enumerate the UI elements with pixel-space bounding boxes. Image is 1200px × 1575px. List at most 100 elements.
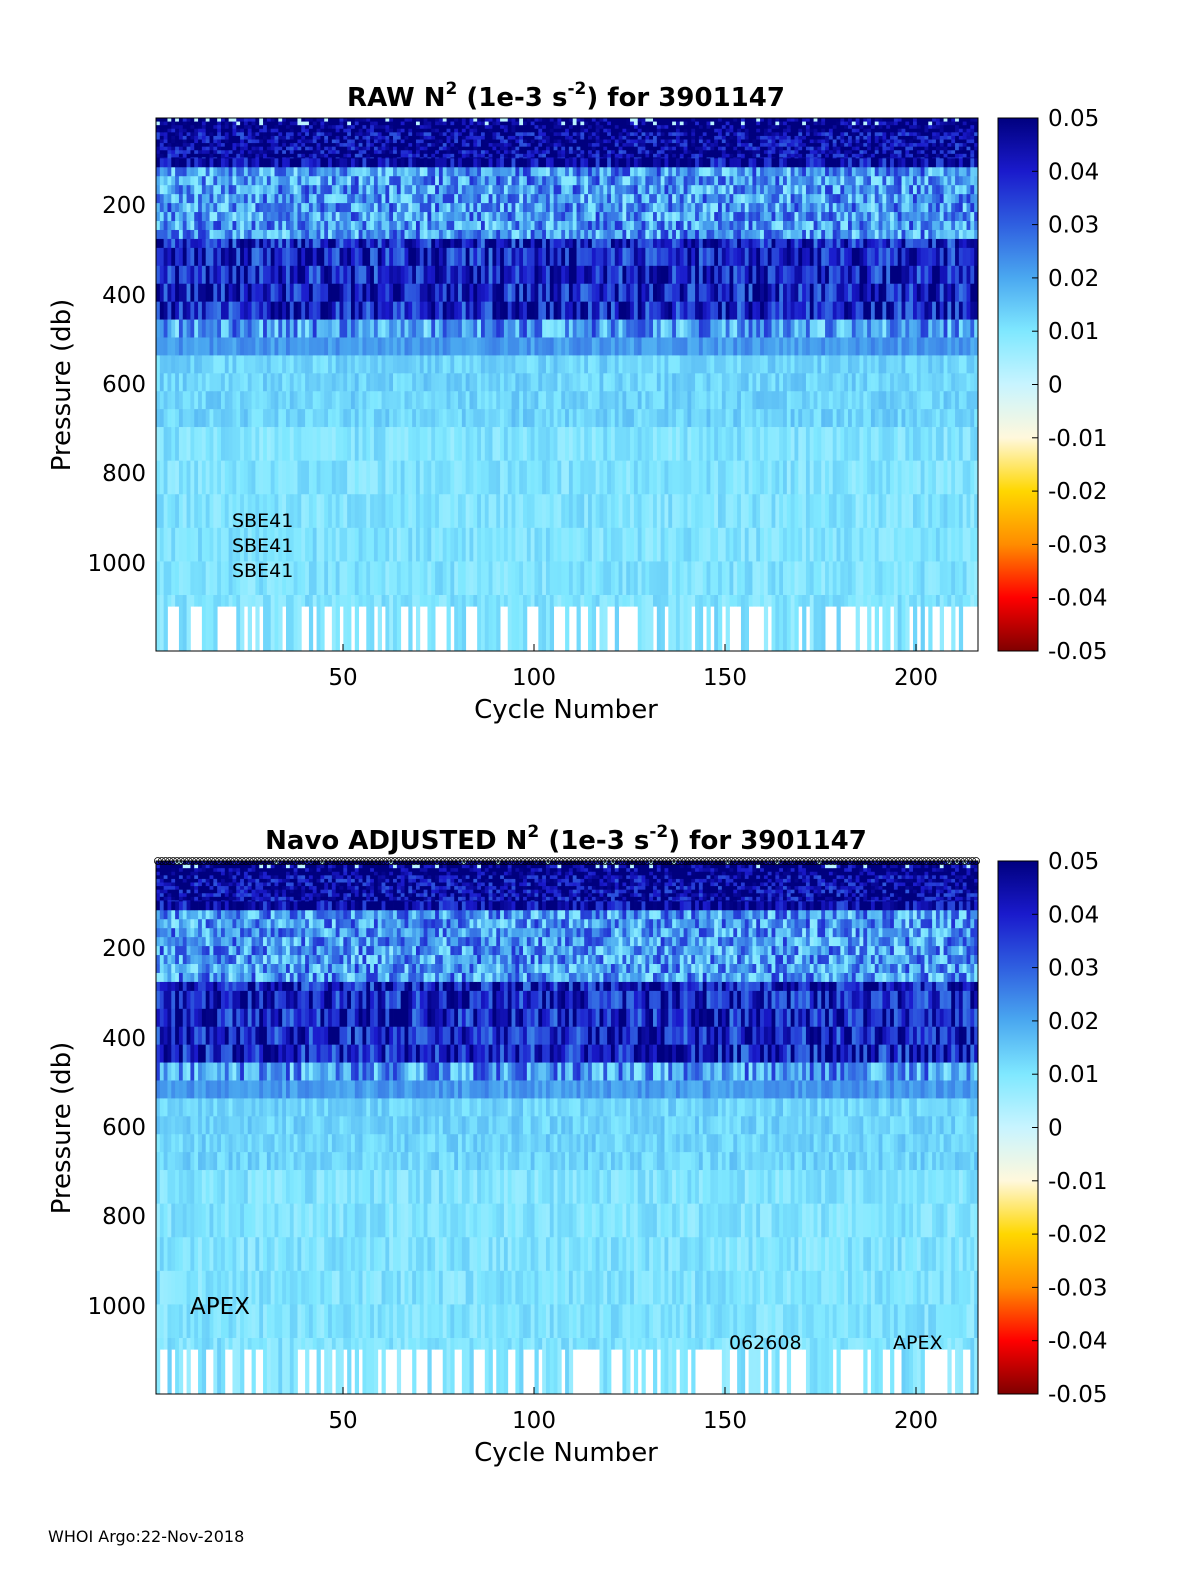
heatmap-cell [347, 150, 352, 155]
heatmap-cell [251, 460, 256, 495]
heatmap-cell [293, 139, 298, 144]
heatmap-cell [630, 157, 635, 159]
heatmap-cell [557, 203, 562, 213]
heatmap-cell [370, 355, 375, 374]
heatmap-cell [519, 427, 524, 462]
heatmap-cell [626, 494, 631, 529]
heatmap-cell [266, 143, 272, 148]
heatmap-cell [159, 427, 165, 462]
heatmap-cell [515, 150, 520, 155]
heatmap-cell [186, 146, 191, 151]
heatmap-cell [224, 319, 230, 338]
heatmap-cell [156, 337, 161, 356]
heatmap-cell [618, 128, 623, 133]
heatmap-cell [538, 132, 543, 137]
heatmap-cell [266, 118, 272, 122]
heatmap-cell [217, 494, 222, 529]
heatmap-cell [228, 337, 233, 356]
heatmap-cell [442, 128, 447, 133]
heatmap-cell [469, 247, 474, 267]
heatmap-cell [645, 319, 650, 338]
heatmap-cell [599, 527, 604, 562]
heatmap-cell [630, 146, 635, 151]
heatmap-cell [393, 319, 398, 338]
heatmap-cell [656, 194, 662, 204]
heatmap-cell [175, 157, 180, 159]
heatmap-cell [458, 301, 463, 320]
heatmap-cell [530, 153, 535, 158]
heatmap-cell [305, 135, 310, 140]
heatmap-cell [217, 203, 222, 213]
heatmap-cell [480, 158, 486, 168]
heatmap-cell [511, 409, 516, 428]
heatmap-cell [618, 283, 623, 303]
heatmap-cell [320, 125, 325, 130]
heatmap-cell [331, 561, 337, 596]
heatmap-cell [538, 409, 543, 428]
heatmap-cell [584, 167, 589, 177]
heatmap-cell [205, 185, 210, 195]
heatmap-cell [335, 427, 340, 462]
heatmap-cell [186, 157, 191, 159]
heatmap-cell [408, 355, 413, 374]
heatmap-cell [236, 391, 241, 410]
heatmap-cell [450, 132, 455, 137]
heatmap-cell [285, 391, 291, 410]
heatmap-cell [305, 494, 310, 529]
heatmap-cell [545, 391, 551, 410]
heatmap-cell [263, 301, 268, 320]
heatmap-cell [427, 158, 432, 168]
heatmap-cell [607, 494, 612, 529]
heatmap-cell [419, 185, 425, 195]
heatmap-cell [442, 203, 447, 213]
heatmap-cell [240, 391, 245, 410]
heatmap-cell [496, 460, 501, 495]
heatmap-cell [209, 391, 214, 410]
heatmap-cell [408, 319, 413, 338]
heatmap-cell [297, 139, 302, 144]
heatmap-cell [576, 247, 581, 267]
heatmap-cell [278, 118, 283, 122]
heatmap-cell [366, 319, 371, 338]
heatmap-cell [324, 283, 329, 303]
heatmap-cell [534, 146, 539, 151]
heatmap-cell [209, 355, 214, 374]
heatmap-cell [561, 176, 566, 186]
heatmap-cell [167, 319, 172, 338]
heatmap-cell [435, 143, 440, 148]
heatmap-cell [221, 176, 226, 186]
heatmap-cell [312, 319, 317, 338]
heatmap-cell [465, 143, 470, 148]
heatmap-cell [534, 203, 539, 213]
heatmap-cell [435, 203, 440, 213]
heatmap-cell [415, 194, 421, 204]
heatmap-cell [630, 135, 635, 140]
heatmap-cell [542, 153, 547, 158]
heatmap-cell [450, 373, 455, 392]
heatmap-cell [626, 527, 631, 562]
heatmap-cell [228, 132, 233, 137]
heatmap-cell [484, 319, 490, 338]
heatmap-cell [178, 158, 184, 168]
heatmap-cell [454, 221, 459, 231]
heatmap-cell [293, 158, 298, 168]
heatmap-cell [255, 527, 260, 562]
heatmap-cell [171, 319, 176, 338]
heatmap-cell [247, 247, 252, 267]
heatmap-cell [427, 135, 432, 140]
heatmap-cell [305, 176, 310, 186]
heatmap-cell [461, 194, 467, 204]
heatmap-cell [205, 139, 210, 144]
heatmap-cell [190, 373, 195, 392]
heatmap-cell [580, 238, 585, 249]
heatmap-cell [182, 265, 187, 285]
heatmap-cell [480, 373, 486, 392]
heatmap-cell [347, 158, 352, 168]
heatmap-cell [580, 139, 585, 144]
heatmap-cell [335, 176, 340, 186]
heatmap-cell [488, 221, 493, 231]
heatmap-cell [328, 337, 333, 356]
heatmap-cell [641, 427, 646, 462]
heatmap-cell [232, 221, 237, 231]
heatmap-cell [343, 427, 348, 462]
